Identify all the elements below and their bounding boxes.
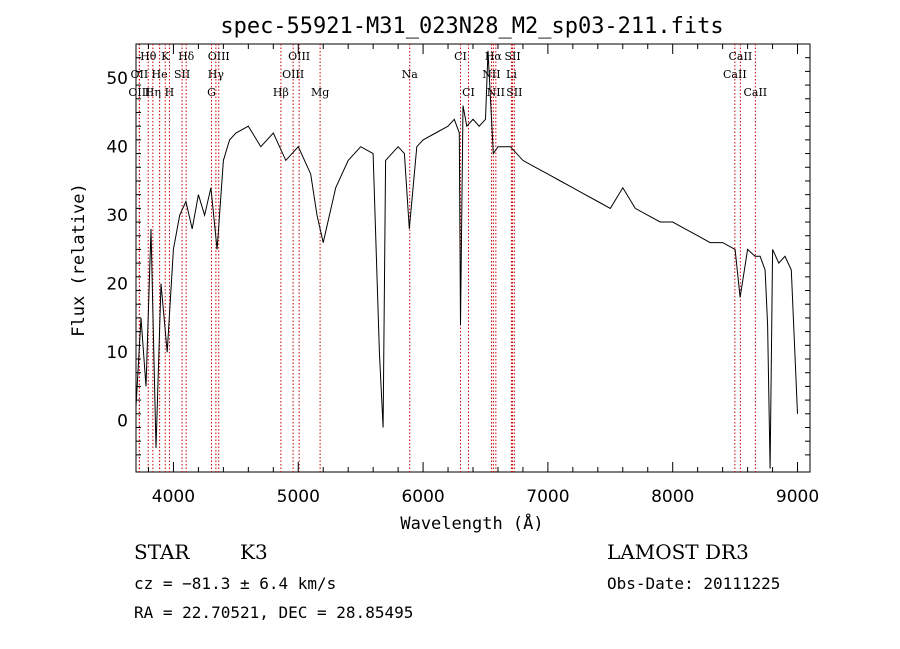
y-axis-label: Flux (relative) [69,183,89,337]
x-tick-label: 7000 [526,487,569,507]
y-tick-label: 10 [106,343,128,363]
line-label-14: Na [402,68,419,81]
y-tick-label: 20 [106,275,128,295]
line-label-22: Hβ [273,86,289,99]
line-label-23: Mg [311,86,329,99]
subclass-label: K3 [240,540,268,564]
x-tick-label: 9000 [776,487,819,507]
line-label-27: CaII [743,86,767,99]
line-label-24: CI [462,86,475,99]
line-label-20: H [165,86,175,99]
line-label-13: OIII [282,68,304,81]
x-tick-label: 4000 [152,487,195,507]
spectrum-line [135,50,798,469]
line-label-17: CaII [723,68,747,81]
coordinates: RA = 22.70521, DEC = 28.85495 [134,603,414,622]
y-tick-label: 30 [106,206,128,226]
y-tick-label: 40 [106,138,128,158]
line-label-11: SII [174,68,190,81]
y-tick-label: 50 [106,69,128,89]
line-label-0: Hθ [140,50,157,63]
line-label-9: OII [131,68,149,81]
survey-label: LAMOST DR3 [607,540,749,564]
line-label-12: Hγ [208,68,225,81]
plot-frame [135,43,811,473]
axis-ticks [136,43,810,472]
x-tick-label: 6000 [401,487,444,507]
cz-value: cz = −81.3 ± 6.4 km/s [134,574,337,593]
class-label: STAR [134,540,190,564]
line-label-16: Li [506,68,517,81]
line-label-21: G [207,86,216,99]
line-label-2: Hδ [178,50,195,63]
line-label-3: OIII [208,50,230,63]
y-tick-label: 0 [117,412,128,432]
line-label-7: SII [504,50,520,63]
line-label-6: Hα [485,50,503,63]
line-label-19: Hη [145,86,161,99]
line-label-26: SII [506,86,522,99]
obs-date: Obs-Date: 20111225 [607,574,781,593]
line-label-15: NII [482,68,500,81]
line-label-4: OIII [288,50,310,63]
x-tick-label: 5000 [277,487,320,507]
line-label-25: NII [487,86,505,99]
line-label-18: OIII [128,86,150,99]
chart-title: spec-55921-M31_023N28_M2_sp03-211.fits [220,14,723,39]
line-label-8: CaII [729,50,753,63]
line-label-5: CI [454,50,467,63]
line-label-10: He [152,68,168,81]
x-tick-label: 8000 [651,487,694,507]
x-axis-label: Wavelength (Å) [400,512,543,534]
line-label-1: K [161,50,170,63]
spectral-line-markers [138,44,756,472]
axis-tick-labels: 4000 5000 6000 7000 8000 9000 0 10 20 30 40 50 [106,69,819,507]
